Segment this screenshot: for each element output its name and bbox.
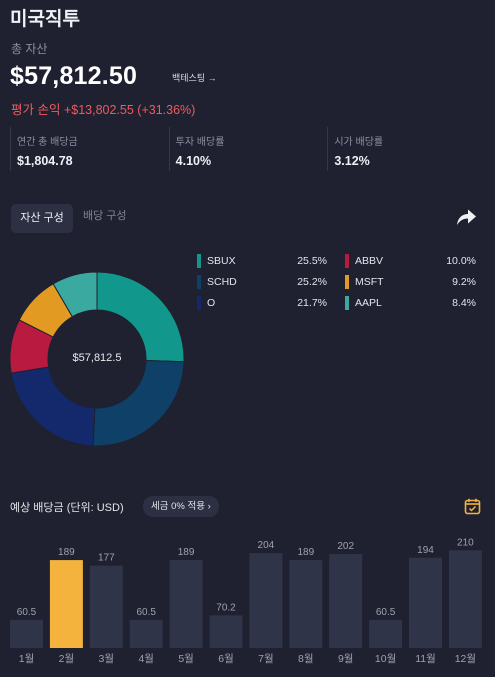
legend-percent: 25.5% [297, 255, 327, 267]
bar-6[interactable] [209, 615, 243, 648]
stat-label: 시가 배당률 [334, 137, 384, 148]
bar-12[interactable] [448, 550, 482, 648]
bar-value-label: 60.5 [376, 607, 396, 618]
bar-11[interactable] [409, 557, 442, 648]
donut-center-value: $57,812.5 [72, 352, 122, 364]
legend-name: SBUX [207, 255, 236, 267]
calendar-icon[interactable] [464, 498, 481, 515]
legend-swatch [345, 296, 349, 310]
legend-item: MSFT 9.2% [345, 273, 479, 291]
legend-percent: 9.2% [452, 276, 476, 288]
bar-4[interactable] [129, 619, 163, 648]
donut-slice-schd [92, 360, 185, 447]
month-tick-label: 7월 [258, 653, 274, 665]
pnl-label: 평가 손익 [11, 103, 61, 117]
bar-3[interactable] [89, 565, 123, 648]
total-assets-label: 총 자산 [11, 42, 48, 56]
stat-label: 연간 총 배당금 [17, 137, 78, 148]
legend-name: SCHD [207, 276, 237, 288]
bar-value-label: 60.5 [136, 607, 156, 618]
donut-slice-sbux [96, 271, 185, 363]
bar-1[interactable] [10, 619, 43, 648]
legend-swatch [197, 275, 201, 289]
bar-7[interactable] [249, 553, 283, 648]
stat-invest-yield: 투자 배당률 4.10% [168, 127, 328, 171]
month-tick-label: 3월 [99, 653, 115, 665]
share-icon[interactable] [455, 208, 477, 226]
stat-value: 3.12% [334, 154, 370, 168]
legend-swatch [345, 254, 349, 268]
month-tick-label: 6월 [218, 653, 234, 665]
month-tick-label: 2월 [59, 653, 75, 665]
bar-9[interactable] [329, 554, 363, 648]
page-title: 미국직투 [10, 9, 80, 30]
legend-swatch [345, 275, 349, 289]
bar-value-label: 210 [457, 537, 474, 548]
month-tick-label: 10월 [375, 653, 396, 665]
legend-swatch [197, 254, 201, 268]
legend-name: MSFT [355, 276, 384, 288]
legend-name: ABBV [355, 255, 384, 267]
month-tick-label: 1월 [19, 653, 35, 665]
pnl-value: +$13,802.55 (+31.36%) [63, 103, 196, 117]
stat-market-yield: 시가 배당률 3.12% [327, 127, 486, 171]
legend-item: ABBV 10.0% [345, 252, 479, 270]
legend-name: AAPL [355, 297, 382, 309]
stat-annual-dividend: 연간 총 배당금 $1,804.78 [10, 127, 169, 171]
month-tick-label: 11월 [415, 653, 436, 665]
donut-slice-aapl [52, 271, 98, 318]
legend-item: AAPL 8.4% [345, 294, 479, 312]
legend-name: O [207, 297, 216, 309]
legend-swatch [197, 296, 201, 310]
dividend-section-title: 예상 배당금 (단위: USD) [10, 502, 124, 514]
legend-item: SCHD 25.2% [197, 273, 331, 291]
bar-10[interactable] [369, 619, 403, 648]
month-tick-label: 5월 [178, 653, 194, 665]
legend-percent: 8.4% [452, 297, 476, 309]
bar-8[interactable] [289, 560, 323, 648]
legend-item: SBUX 25.5% [197, 252, 331, 270]
legend-percent: 10.0% [446, 255, 476, 267]
stat-value: $1,804.78 [17, 154, 73, 168]
bar-value-label: 202 [337, 541, 354, 552]
backtest-link[interactable]: 백테스팅 → [172, 73, 217, 83]
tab-asset-composition[interactable]: 자산 구성 [11, 204, 73, 233]
bar-value-label: 60.5 [17, 607, 37, 618]
bar-value-label: 70.2 [216, 602, 236, 613]
bar-value-label: 177 [98, 553, 115, 564]
stat-label: 투자 배당률 [175, 137, 225, 148]
legend-percent: 25.2% [297, 276, 327, 288]
bar-value-label: 189 [178, 547, 195, 558]
month-tick-label: 8월 [298, 653, 314, 665]
bar-5[interactable] [169, 560, 203, 648]
month-tick-label: 9월 [338, 653, 354, 665]
bar-value-label: 194 [417, 545, 434, 556]
tab-dividend-composition[interactable]: 배당 구성 [83, 210, 127, 222]
bar-value-label: 204 [258, 540, 275, 551]
allocation-donut [9, 271, 185, 447]
legend-percent: 21.7% [297, 297, 327, 309]
stat-value: 4.10% [175, 154, 212, 168]
total-assets-value: $57,812.50 [10, 62, 138, 90]
legend-item: O 21.7% [197, 294, 331, 312]
bar-value-label: 189 [58, 547, 75, 558]
bar-value-label: 189 [297, 547, 314, 558]
dividend-bar-chart: 60.5 1월 189 2월 177 3월 60.5 4월 189 5월 70.2 6월 204 7월 18… [0, 530, 495, 672]
month-tick-label: 12월 [455, 653, 476, 665]
profit-loss: 평가 손익 +$13,802.55 (+31.36%) [11, 99, 195, 118]
donut-slice-o [10, 366, 96, 447]
month-tick-label: 4월 [138, 653, 154, 665]
tax-toggle-button[interactable]: 세금 0% 적용 › [143, 496, 219, 517]
bar-2[interactable] [49, 560, 83, 648]
stats-row: 연간 총 배당금 $1,804.78 투자 배당률 4.10% 시가 배당률 3… [10, 127, 486, 171]
